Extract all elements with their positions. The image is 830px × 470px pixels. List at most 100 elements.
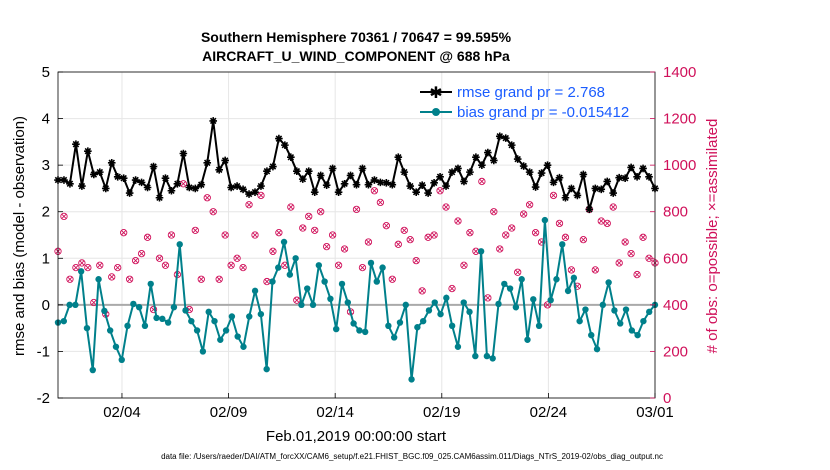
bias-point (483, 352, 491, 360)
obs-possible-point (579, 236, 588, 244)
bias-point (275, 264, 282, 271)
rmse-point (239, 185, 247, 194)
obs-possible-point (167, 231, 176, 239)
obs-assimilated-point (449, 286, 455, 292)
obs-assimilated-point (371, 188, 377, 194)
obs-possible-point (418, 287, 426, 295)
obs-possible-point (84, 263, 92, 272)
rmse-point (60, 176, 68, 184)
bias-point (350, 320, 357, 327)
rmse-point (78, 182, 86, 190)
rmse-point (645, 172, 653, 181)
rmse-point (400, 168, 409, 176)
rmse-point (316, 171, 325, 180)
obs-possible-point (114, 263, 122, 272)
obs-assimilated-point (67, 276, 73, 282)
obs-possible-point (633, 270, 641, 279)
bias-point (611, 307, 618, 314)
obs-possible-point (370, 187, 379, 195)
legend-bias-label: bias grand pr = -0.015412 (457, 104, 629, 121)
obs-possible-point (400, 226, 408, 234)
obs-possible-point (125, 275, 134, 283)
obs-possible-point (328, 231, 337, 239)
right-tick-label: 0 (663, 390, 671, 407)
bias-point (431, 299, 438, 306)
obs-possible-point (149, 305, 158, 314)
rmse-point (275, 134, 283, 143)
rmse-point (412, 188, 420, 196)
obs-assimilated-point (401, 227, 407, 233)
rmse-point (358, 164, 367, 173)
rmse-point (352, 180, 361, 189)
right-tick-label: 400 (663, 297, 688, 314)
bias-point (396, 319, 404, 326)
obs-assimilated-point (276, 230, 282, 236)
rmse-point (84, 147, 92, 155)
rmse-point (388, 180, 397, 189)
bias-point (292, 255, 299, 262)
obs-assimilated-point (192, 227, 198, 233)
obs-assimilated-point (622, 239, 628, 245)
obs-possible-point (311, 226, 319, 234)
obs-possible-point (490, 208, 498, 216)
rmse-point (525, 168, 534, 176)
obs-possible-point (299, 224, 307, 232)
rmse-point (149, 162, 158, 171)
obs-assimilated-point (497, 246, 503, 252)
bias-point (437, 310, 444, 318)
bias-point (182, 307, 189, 314)
bias-point (89, 366, 96, 374)
bias-point (466, 308, 473, 316)
obs-possible-point (155, 254, 164, 262)
bias-point (72, 301, 79, 309)
bias-point (541, 216, 549, 224)
rmse-point (406, 182, 415, 190)
bias-point (315, 262, 323, 269)
x-tick-label: 03/01 (636, 404, 674, 421)
rmse-point (263, 167, 271, 175)
bias-point (269, 278, 276, 285)
rmse-point (221, 156, 229, 165)
obs-count-markers (54, 177, 659, 318)
obs-assimilated-point (252, 232, 258, 238)
bias-point (460, 299, 467, 306)
y-axis-ticks: -2 -1 0 1 2 3 4 5 (37, 64, 63, 407)
rmse-point (633, 172, 641, 181)
obs-possible-point (221, 231, 229, 239)
rmse-point (454, 164, 462, 173)
rmse-point (418, 181, 426, 189)
bias-point (199, 348, 207, 355)
obs-assimilated-point (222, 232, 228, 238)
legend: ✱ rmse grand pr = 2.768 bias grand pr = … (420, 84, 629, 121)
bias-point (130, 300, 137, 308)
obs-assimilated-point (556, 220, 562, 226)
obs-possible-point (639, 233, 647, 241)
obs-possible-point (555, 219, 564, 228)
bias-point (176, 241, 183, 248)
obs-assimilated-point (437, 188, 443, 194)
obs-assimilated-point (598, 218, 604, 224)
rmse-point (251, 188, 259, 196)
obs-possible-point (66, 275, 74, 283)
rmse-point (101, 184, 110, 193)
rmse-point (209, 117, 218, 125)
bias-point (518, 276, 525, 283)
bias-point (251, 287, 259, 295)
y-tick-label: 2 (42, 204, 50, 221)
obs-possible-point (72, 263, 80, 272)
bias-point (379, 264, 386, 271)
bias-point (547, 297, 554, 304)
bias-point (524, 336, 531, 343)
obs-assimilated-point (568, 267, 574, 273)
obs-possible-point (388, 275, 396, 283)
bias-point (60, 317, 67, 325)
rmse-point (513, 155, 522, 163)
obs-assimilated-point (312, 227, 318, 233)
rmse-point (245, 190, 253, 198)
obs-assimilated-point (359, 265, 365, 271)
obs-possible-point (561, 233, 570, 241)
rmse-point (304, 167, 313, 175)
obs-assimilated-point (443, 204, 449, 210)
rmse-point (466, 168, 474, 176)
bias-point (564, 287, 572, 295)
